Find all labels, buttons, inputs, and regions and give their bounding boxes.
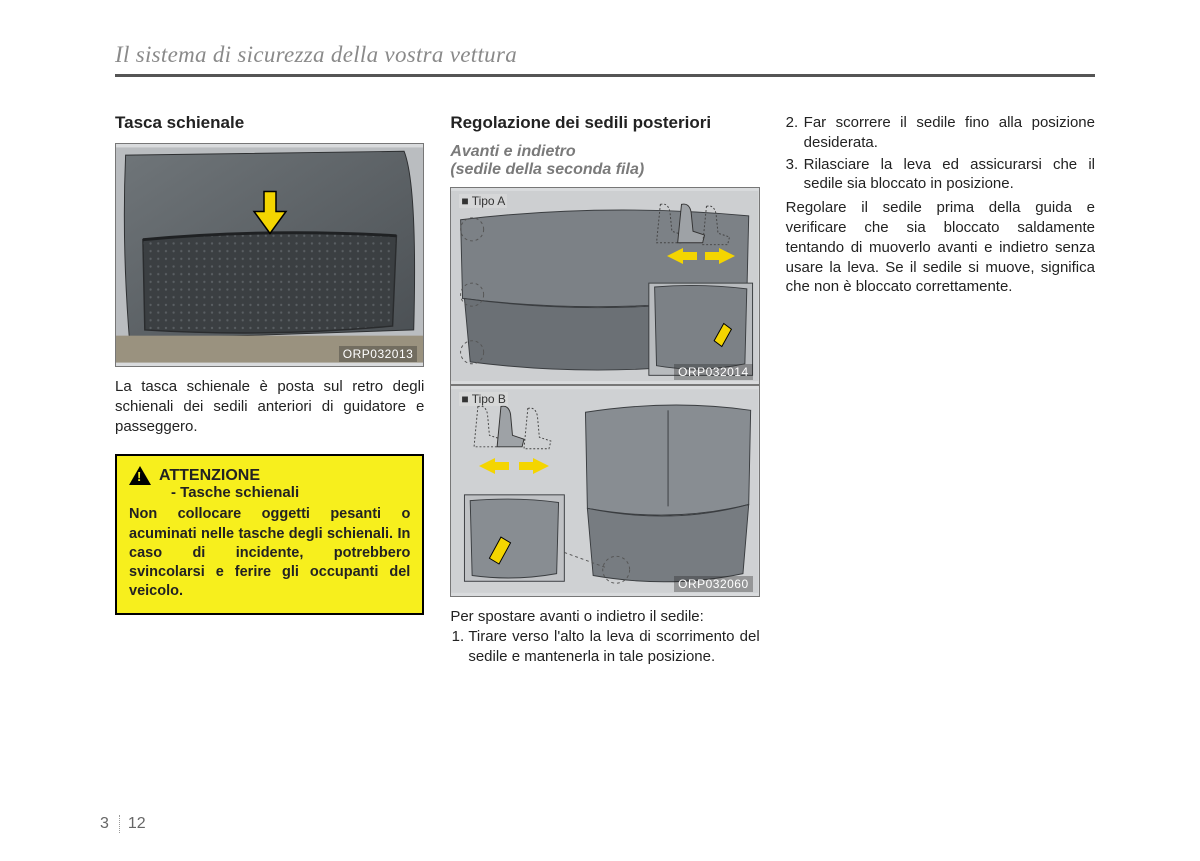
warning-body: Non collocare oggetti pesanti o acuminat… bbox=[129, 505, 410, 601]
intro-steps: Per spostare avanti o indietro il sedile… bbox=[450, 607, 759, 627]
page-num: 12 bbox=[128, 815, 146, 833]
seat-typeB-illustration bbox=[451, 386, 758, 596]
warning-heading: ATTENZIONE bbox=[129, 466, 410, 485]
step-3: Rilasciare la leva ed assicurarsi che il… bbox=[786, 155, 1095, 195]
paragraph-seat-pocket: La tasca schienale è posta sul retro deg… bbox=[115, 377, 424, 436]
heading-rear-seat: Regolazione dei sedili posteriori bbox=[450, 113, 759, 133]
column-1: Tasca schienale bbox=[115, 113, 424, 668]
page-section: 3 bbox=[100, 815, 120, 833]
arrow-down-icon bbox=[250, 190, 290, 241]
paragraph-adjust-seat: Regolare il sedile prima della guida e v… bbox=[786, 198, 1095, 297]
arrow-right-icon bbox=[719, 248, 735, 264]
warning-title: ATTENZIONE bbox=[159, 467, 260, 485]
chapter-title: Il sistema di sicurezza della vostra vet… bbox=[115, 42, 1095, 68]
seat-pocket-illustration bbox=[116, 144, 423, 366]
page-number: 3 12 bbox=[100, 815, 146, 833]
step-2: Far scorrere il sedile fino alla posizio… bbox=[786, 113, 1095, 153]
content-columns: Tasca schienale bbox=[115, 113, 1095, 668]
subheading-2: (sedile della seconda fila) bbox=[450, 161, 759, 179]
subheading-1: Avanti e indietro bbox=[450, 143, 759, 161]
arrow-left-icon bbox=[667, 248, 683, 264]
arrow-right-icon bbox=[533, 458, 549, 474]
heading-tasca-schienale: Tasca schienale bbox=[115, 113, 424, 133]
figure-code-a: ORP032014 bbox=[674, 364, 753, 380]
figure-seat-pocket: ORP032013 bbox=[115, 143, 424, 367]
steps-list-col2: Tirare verso l'alto la leva di scorrimen… bbox=[450, 627, 759, 667]
step-1: Tirare verso l'alto la leva di scorrimen… bbox=[468, 627, 759, 667]
figure-tag-b: ■ Tipo B bbox=[459, 392, 508, 406]
figure-code: ORP032013 bbox=[339, 346, 418, 362]
figure-code-b: ORP032060 bbox=[674, 576, 753, 592]
figure-tag-a: ■ Tipo A bbox=[459, 194, 507, 208]
horizontal-rule bbox=[115, 74, 1095, 77]
steps-list-col3: Far scorrere il sedile fino alla posizio… bbox=[786, 113, 1095, 194]
column-3: Far scorrere il sedile fino alla posizio… bbox=[786, 113, 1095, 668]
warning-triangle-icon bbox=[129, 466, 151, 485]
figure-tipo-a: ■ Tipo A ORP032014 bbox=[450, 187, 759, 385]
warning-box: ATTENZIONE - Tasche schienali Non colloc… bbox=[115, 454, 424, 615]
figure-tipo-b: ■ Tipo B ORP032060 bbox=[450, 385, 759, 597]
warning-subtitle: - Tasche schienali bbox=[129, 484, 410, 501]
column-2: Regolazione dei sedili posteriori Avanti… bbox=[450, 113, 759, 668]
arrow-left-icon bbox=[479, 458, 495, 474]
seat-typeA-illustration bbox=[451, 188, 758, 384]
